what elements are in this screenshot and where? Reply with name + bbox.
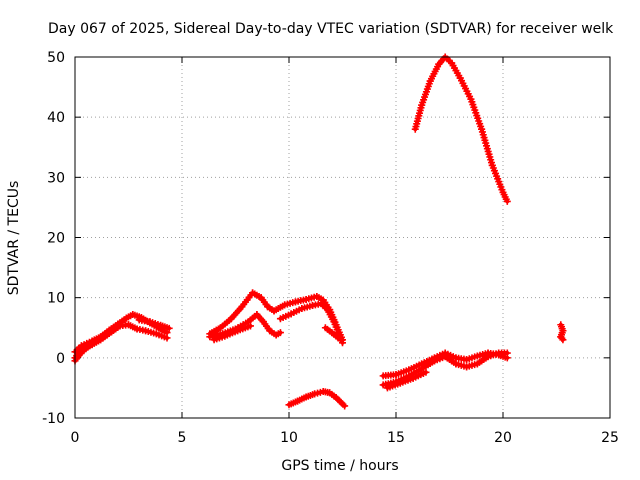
series-track-4d [383, 368, 430, 392]
series-track-4c [379, 349, 511, 389]
x-tick-label: 0 [71, 430, 80, 446]
series-track-2f [321, 324, 344, 344]
series-track-2c [210, 322, 254, 344]
x-tick-label: 25 [601, 430, 619, 446]
x-tick-label: 15 [387, 430, 405, 446]
y-axis-title: SDTVAR / TECUs [6, 181, 22, 296]
y-tick-label: 40 [47, 110, 65, 126]
data-point [422, 368, 430, 376]
data-point [559, 336, 567, 344]
y-tick-label: 0 [56, 351, 65, 367]
y-tick-label: 10 [47, 291, 65, 307]
data-point [558, 334, 566, 342]
data-point [165, 324, 173, 332]
y-tick-label: 50 [47, 50, 65, 66]
data-point [503, 349, 511, 357]
data-point [163, 334, 171, 342]
series-track-3 [285, 388, 349, 410]
y-tick-label: 20 [47, 231, 65, 247]
series-track-2e [276, 300, 346, 347]
y-tick-label: -10 [42, 411, 65, 427]
data-point [503, 197, 511, 205]
series-track-4a [411, 53, 511, 205]
data-series [71, 53, 567, 410]
x-tick-label: 20 [494, 430, 512, 446]
y-tick-label: 30 [47, 170, 65, 186]
series-track-5 [557, 321, 567, 344]
x-tick-label: 5 [178, 430, 187, 446]
data-point [341, 402, 349, 410]
data-point [276, 329, 284, 337]
plot-frame [74, 56, 611, 419]
data-point [336, 336, 344, 344]
chart-title: Day 067 of 2025, Sidereal Day-to-day VTE… [48, 21, 614, 37]
series-track-1d [135, 316, 173, 332]
x-tick-label: 10 [280, 430, 298, 446]
data-point [90, 339, 98, 347]
x-axis-title: GPS time / hours [281, 458, 398, 474]
axis-ticks: 0 5 10 15 20 25 -10 0 10 20 30 40 50 [42, 50, 619, 446]
data-point [246, 322, 254, 330]
series-track-2a [206, 289, 278, 338]
